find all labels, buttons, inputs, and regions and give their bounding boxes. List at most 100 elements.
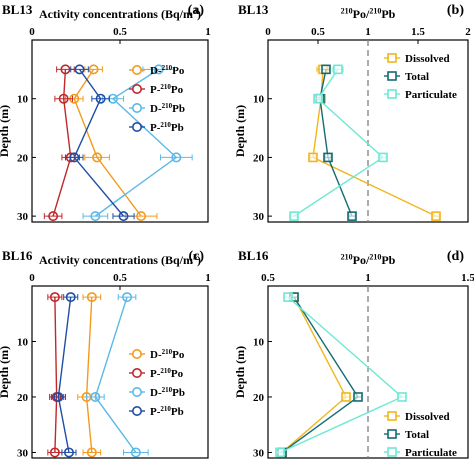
legend-marker bbox=[387, 71, 397, 81]
x-tick-label: 1 bbox=[205, 272, 211, 284]
y-axis-label: Depth (m) bbox=[0, 346, 11, 398]
legend: Dissolved Total Particulate bbox=[384, 411, 457, 459]
series-line bbox=[73, 68, 142, 217]
series-line bbox=[312, 69, 437, 217]
panel-c: BL16 (c)Activity concentrations (Bq/m3) 0 0… bbox=[0, 248, 211, 459]
x-tick-label: 2 bbox=[465, 26, 471, 38]
series-d-210pb bbox=[86, 292, 149, 458]
x-tick-label: 0.5 bbox=[261, 272, 275, 284]
panel-letter: (c) bbox=[188, 249, 204, 264]
data-point bbox=[60, 64, 71, 75]
legend: Dissolved Total Particulate bbox=[384, 53, 457, 101]
series-particulate bbox=[289, 64, 388, 221]
x-axis-label: Activity concentrations (Bq/m3) bbox=[39, 6, 201, 21]
series-p-210pb bbox=[64, 64, 135, 222]
legend-marker bbox=[132, 122, 143, 133]
y-tick-label: 10 bbox=[17, 336, 29, 348]
data-point bbox=[90, 211, 101, 222]
legend-marker bbox=[132, 103, 143, 114]
y-tick-label: 30 bbox=[17, 211, 29, 223]
legend-label: D-210Pb bbox=[150, 386, 185, 399]
panel-b: BL13 (b) 210Po/210Pb 0 0.5 1 1.5 2 10 20 30 Depth (… bbox=[233, 2, 471, 223]
legend-marker bbox=[132, 386, 143, 397]
data-point bbox=[275, 447, 285, 458]
data-point bbox=[333, 64, 343, 75]
data-point bbox=[347, 211, 357, 221]
legend-marker bbox=[387, 89, 397, 99]
legend-label: Dissolved bbox=[405, 53, 450, 65]
data-point bbox=[122, 292, 133, 303]
data-point bbox=[86, 292, 97, 303]
y-tick-label: 20 bbox=[17, 392, 29, 404]
legend-label: P-210Pb bbox=[150, 121, 184, 134]
panel-letter: (d) bbox=[447, 249, 464, 264]
data-point bbox=[92, 152, 103, 163]
series-line bbox=[94, 296, 137, 453]
y-tick-label: 10 bbox=[17, 94, 29, 106]
series-line bbox=[281, 296, 359, 454]
legend-marker bbox=[132, 65, 143, 76]
legend-marker bbox=[387, 447, 397, 457]
x-tick-label: 1.5 bbox=[461, 272, 474, 284]
legend-label: P-210Po bbox=[150, 83, 184, 96]
legend-marker bbox=[387, 429, 397, 439]
data-point bbox=[69, 152, 80, 163]
x-tick-label: 1 bbox=[365, 26, 371, 38]
data-point bbox=[136, 211, 147, 222]
y-axis-label: Depth (m) bbox=[0, 105, 11, 157]
site-label: BL16 bbox=[2, 248, 33, 263]
data-point bbox=[49, 447, 60, 458]
panel-d: BL16 (d) 210Po/210Pb 0.5 1 1.5 10 20 30 Depth (m)… bbox=[233, 248, 474, 459]
series-line bbox=[57, 297, 72, 453]
data-point bbox=[65, 292, 76, 303]
data-point bbox=[313, 93, 323, 104]
series-p-210po bbox=[43, 64, 81, 222]
series-d-210po bbox=[77, 292, 102, 458]
x-tick-label: 0.5 bbox=[311, 26, 325, 38]
series-line bbox=[319, 69, 353, 217]
legend-label: Total bbox=[405, 71, 429, 83]
x-tick-label: 0 bbox=[29, 272, 35, 284]
series-line bbox=[52, 69, 72, 217]
x-axis-label: 210Po/210Pb bbox=[341, 6, 396, 21]
panel-letter: (b) bbox=[447, 3, 464, 18]
x-tick-label: 1 bbox=[365, 272, 371, 284]
legend-label: Total bbox=[405, 429, 429, 441]
y-tick-label: 30 bbox=[253, 447, 265, 459]
data-point bbox=[74, 64, 85, 75]
legend-label: D-210Pb bbox=[150, 102, 185, 115]
legend-marker bbox=[132, 405, 143, 416]
data-point bbox=[378, 152, 388, 163]
data-point bbox=[341, 392, 351, 402]
legend: D-210Po P-210Po D-210Pb P-210Pb bbox=[129, 348, 185, 418]
legend-label: Dissolved bbox=[405, 411, 450, 423]
data-point bbox=[323, 152, 333, 163]
series-line bbox=[279, 296, 404, 454]
data-point bbox=[118, 211, 129, 222]
legend-marker bbox=[132, 367, 143, 378]
data-point bbox=[49, 292, 60, 303]
series-dissolved bbox=[277, 292, 351, 458]
site-label: BL13 bbox=[238, 2, 269, 17]
data-point bbox=[48, 211, 59, 222]
x-tick-label: 0 bbox=[29, 26, 35, 38]
series-line bbox=[85, 297, 93, 453]
legend-label: P-210Po bbox=[150, 367, 184, 380]
legend-label: D-210Po bbox=[150, 64, 185, 77]
data-point bbox=[171, 152, 182, 163]
data-point bbox=[153, 64, 164, 75]
x-tick-label: 1.5 bbox=[411, 26, 425, 38]
data-point bbox=[86, 447, 97, 458]
data-point bbox=[431, 211, 441, 221]
site-label: BL16 bbox=[238, 248, 269, 263]
data-point bbox=[63, 447, 74, 458]
legend-marker bbox=[387, 411, 397, 421]
legend: D-210Po P-210Po D-210Pb P-210Pb bbox=[129, 64, 185, 134]
series-line bbox=[94, 68, 178, 217]
y-tick-label: 30 bbox=[253, 211, 265, 223]
y-tick-label: 10 bbox=[253, 94, 265, 106]
legend-label: D-210Po bbox=[150, 348, 185, 361]
data-point bbox=[90, 391, 101, 402]
series-particulate bbox=[275, 292, 407, 458]
x-axis-label: 210Po/210Pb bbox=[341, 252, 396, 267]
